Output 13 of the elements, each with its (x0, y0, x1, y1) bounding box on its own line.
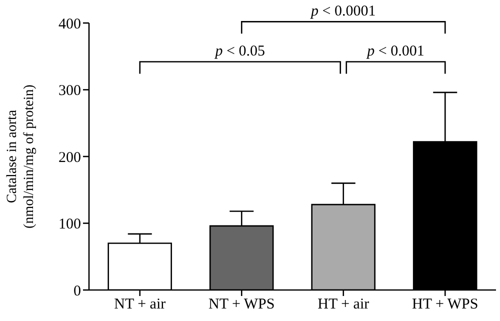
x-tick-label: NT + air (114, 296, 166, 313)
y-tick-label: 0 (74, 283, 81, 300)
y-tick-label: 300 (58, 83, 81, 100)
text: p < 0.0001 (310, 4, 376, 20)
x-tick-label: HT + air (318, 296, 370, 313)
x-tick-label: NT + WPS (208, 296, 275, 313)
x-tick-label: HT + WPS (412, 296, 478, 313)
y-tick-label: 200 (58, 150, 81, 166)
y-tick-label: 100 (58, 216, 81, 233)
y-tick-label: 400 (58, 16, 81, 32)
annotation: p < 0.001 (366, 44, 424, 60)
annotation: p < 0.05 (214, 44, 265, 60)
y-axis-title: Catalase in aorta (nmol/min/mg of protein) (5, 84, 37, 228)
